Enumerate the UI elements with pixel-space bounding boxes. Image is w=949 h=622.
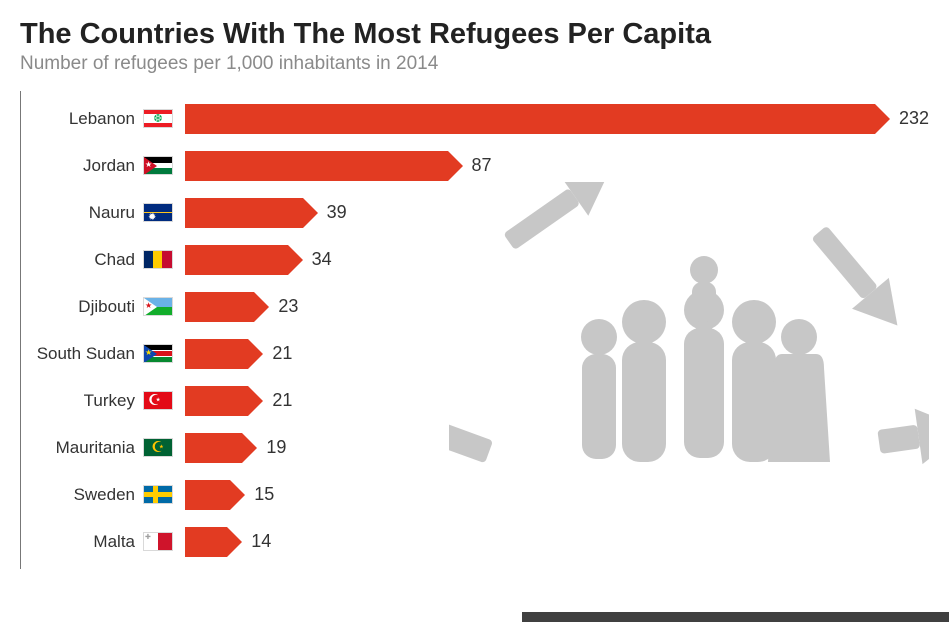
- chart-subtitle: Number of refugees per 1,000 inhabitants…: [20, 53, 929, 75]
- bar: [185, 104, 875, 134]
- bar-row: Jordan★87: [185, 144, 929, 187]
- country-label: Jordan: [20, 156, 135, 176]
- footer-accent: [0, 612, 949, 622]
- country-label: Lebanon: [20, 109, 135, 129]
- flag-icon: ☪: [143, 391, 173, 410]
- bar-row: South Sudan★21: [185, 332, 929, 375]
- bar: [185, 386, 248, 416]
- bar-row: Lebanon❆232: [185, 97, 929, 140]
- bar: [185, 480, 230, 510]
- bar-row: Sweden15: [185, 473, 929, 516]
- bar-value: 19: [266, 437, 286, 458]
- bar-value: 39: [327, 202, 347, 223]
- flag-icon: ✚: [143, 532, 173, 551]
- bar-row: Nauru✹39: [185, 191, 929, 234]
- bar-row: Malta✚14: [185, 520, 929, 563]
- bar-value: 87: [472, 155, 492, 176]
- flag-icon: ☪: [143, 438, 173, 457]
- bar-value: 34: [312, 249, 332, 270]
- country-label: South Sudan: [20, 344, 135, 364]
- bar-value: 14: [251, 531, 271, 552]
- country-label: Mauritania: [20, 438, 135, 458]
- bar: [185, 245, 288, 275]
- country-label: Djibouti: [20, 297, 135, 317]
- country-label: Nauru: [20, 203, 135, 223]
- flag-icon: [143, 250, 173, 269]
- country-label: Turkey: [20, 391, 135, 411]
- country-label: Malta: [20, 532, 135, 552]
- bar-row: Chad34: [185, 238, 929, 281]
- bar-value: 21: [272, 343, 292, 364]
- flag-icon: ★: [143, 156, 173, 175]
- bar-row: Turkey☪21: [185, 379, 929, 422]
- country-label: Sweden: [20, 485, 135, 505]
- bar: [185, 339, 248, 369]
- bar: [185, 151, 448, 181]
- bar-value: 23: [278, 296, 298, 317]
- chart-title: The Countries With The Most Refugees Per…: [20, 18, 929, 51]
- bar-row: Djibouti★23: [185, 285, 929, 328]
- flag-icon: ★: [143, 297, 173, 316]
- flag-icon: ✹: [143, 203, 173, 222]
- flag-icon: ❆: [143, 109, 173, 128]
- flag-icon: ★: [143, 344, 173, 363]
- country-label: Chad: [20, 250, 135, 270]
- bar-chart: Lebanon❆232Jordan★87Nauru✹39Chad34Djibou…: [20, 97, 929, 563]
- bar: [185, 292, 254, 322]
- bar: [185, 198, 303, 228]
- bar-value: 15: [254, 484, 274, 505]
- bar-value: 232: [899, 108, 929, 129]
- bar-value: 21: [272, 390, 292, 411]
- flag-icon: [143, 485, 173, 504]
- bar: [185, 527, 227, 557]
- bar: [185, 433, 242, 463]
- bar-row: Mauritania☪19: [185, 426, 929, 469]
